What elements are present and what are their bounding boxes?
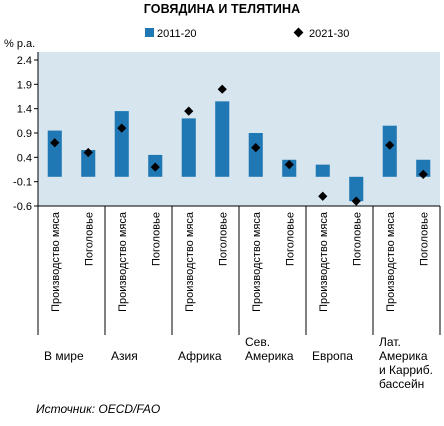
x-axis: Производство мяса Поголовье Производство м… — [37, 205, 441, 391]
group-label: Азия — [111, 349, 138, 363]
group-label: Африка — [178, 349, 222, 363]
plot-background — [38, 52, 440, 206]
category-label: Производство мяса — [50, 211, 62, 312]
group-label: и Карриб. — [379, 363, 433, 377]
y-tick-label: 0.9 — [17, 128, 32, 140]
source-note: Источник: OECD/FAO — [36, 402, 161, 416]
bar-2011-20 — [248, 133, 263, 177]
group-label: Лат. — [379, 335, 401, 349]
legend-label-2011-20: 2011-20 — [157, 28, 197, 40]
bar-2011-20 — [114, 111, 129, 177]
marker-2021-30 — [351, 196, 361, 206]
markers — [50, 84, 428, 206]
marker-2021-30 — [418, 169, 428, 179]
category-label: Поголовье — [83, 212, 95, 266]
marker-2021-30 — [184, 106, 194, 116]
group-label: Европа — [312, 349, 353, 363]
bar-2011-20 — [81, 150, 96, 177]
bar-2011-20 — [181, 118, 196, 177]
category-label: Производство мяса — [318, 211, 330, 312]
group-label: бассейн — [379, 377, 424, 391]
category-label: Производство мяса — [251, 211, 263, 312]
chart-title: ГОВЯДИНА И ТЕЛЯТИНА — [143, 2, 301, 16]
marker-2021-30 — [284, 160, 294, 170]
category-label: Производство мяса — [184, 211, 196, 312]
bar-2011-20 — [382, 125, 397, 177]
group-label: Америка — [245, 349, 294, 363]
marker-2021-30 — [385, 140, 395, 150]
category-label: Поголовье — [418, 212, 430, 266]
group-label: Сев. — [245, 335, 270, 349]
category-label: Поголовье — [150, 212, 162, 266]
marker-2021-30 — [251, 143, 261, 153]
marker-2021-30 — [117, 123, 127, 133]
group-label: В мире — [44, 349, 84, 363]
category-label: Поголовье — [351, 212, 363, 266]
legend: 2011-20 2021-30 — [145, 27, 349, 40]
y-tick-label: 0.4 — [17, 152, 32, 164]
bar-2011-20 — [315, 164, 330, 177]
bar-2011-20 — [215, 101, 230, 177]
y-tick-label: -0.6 — [13, 201, 32, 213]
y-axis: 2.4 1.9 1.4 0.9 0.4 -0.1 -0.6 — [13, 52, 39, 213]
y-tick-label: 1.4 — [17, 104, 32, 116]
marker-2021-30 — [150, 162, 160, 172]
legend-label-2021-30: 2021-30 — [309, 28, 349, 40]
marker-2021-30 — [318, 191, 328, 201]
bar-2011-20 — [416, 159, 431, 177]
category-label: Поголовье — [284, 212, 296, 266]
legend-marker-diamond — [293, 27, 304, 38]
bar-2011-20 — [349, 176, 364, 202]
group-label: Америка — [379, 349, 428, 363]
marker-2021-30 — [217, 84, 227, 94]
y-tick-label: 2.4 — [17, 55, 32, 67]
y-axis-label: % р.а. — [4, 38, 35, 50]
legend-swatch-bar — [145, 28, 154, 37]
marker-2021-30 — [83, 147, 93, 158]
y-tick-label: 1.9 — [17, 79, 32, 91]
y-tick-label: -0.1 — [13, 177, 32, 189]
bar-2011-20 — [47, 130, 62, 177]
category-label: Производство мяса — [385, 211, 397, 312]
category-label: Поголовье — [217, 212, 229, 266]
category-label: Производство мяса — [117, 211, 129, 312]
marker-2021-30 — [50, 138, 60, 148]
